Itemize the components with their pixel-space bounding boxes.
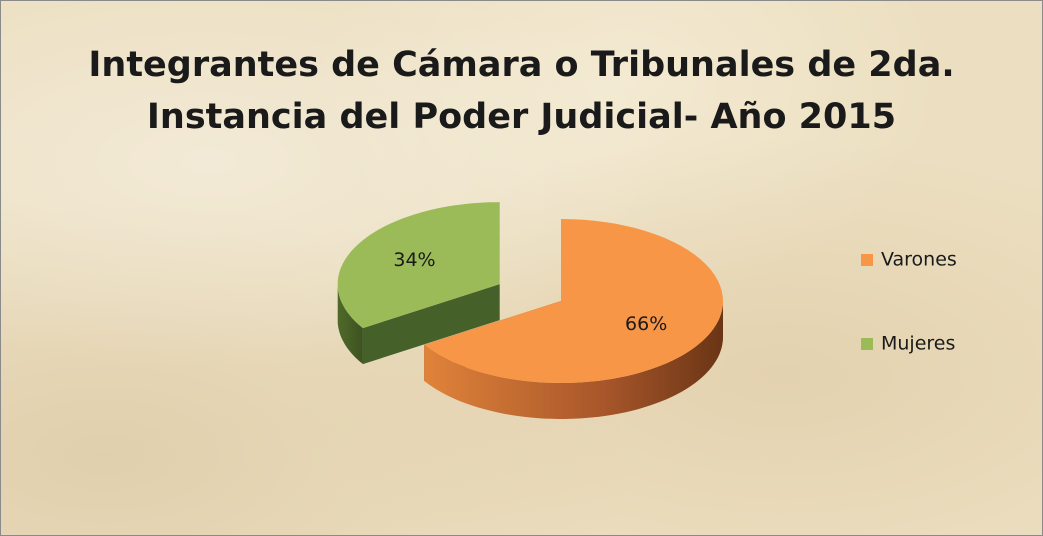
pie-slice	[337, 202, 500, 329]
legend-label: Varones	[881, 249, 957, 271]
legend-swatch	[861, 338, 873, 350]
pie-slice	[424, 219, 723, 383]
legend-swatch	[861, 254, 873, 266]
slice-side	[337, 284, 363, 365]
legend-label: Mujeres	[881, 333, 955, 355]
slice-side	[424, 301, 723, 419]
chart-title: Integrantes de Cámara o Tribunales de 2d…	[88, 45, 955, 137]
slice-wall	[362, 284, 500, 365]
data-label: 34%	[393, 249, 435, 271]
data-label: 66%	[625, 313, 667, 335]
